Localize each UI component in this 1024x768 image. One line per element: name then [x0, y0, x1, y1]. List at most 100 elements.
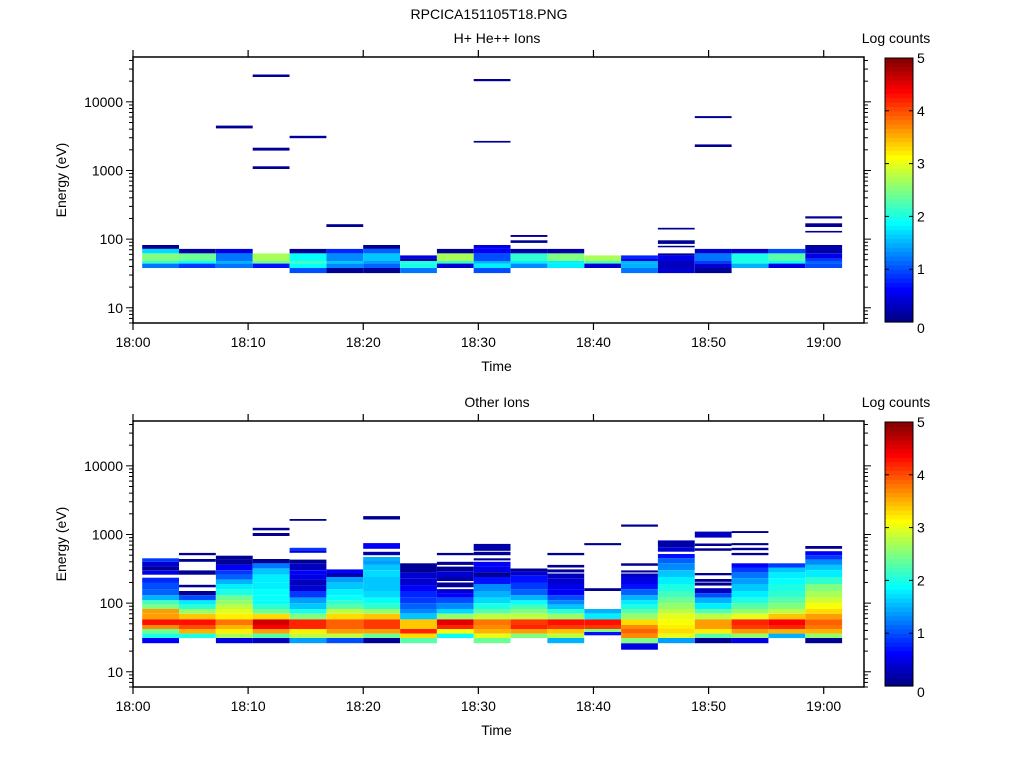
heatmap-cell [621, 261, 658, 264]
heatmap-cell [363, 633, 400, 639]
heatmap-cell [142, 577, 179, 583]
colorbar-swatch [885, 593, 913, 599]
heatmap-cell [547, 625, 585, 629]
heatmap-cell [289, 253, 327, 261]
heatmap-cell [657, 261, 695, 268]
colorbar-swatch [885, 426, 913, 432]
colorbar-swatch [885, 119, 913, 125]
heatmap-cell [289, 591, 327, 598]
colorbar-swatch [885, 181, 913, 187]
colorbar-swatch [885, 106, 913, 112]
heatmap-cells [142, 516, 843, 650]
heatmap-cell [657, 268, 695, 274]
heatmap-cell [289, 629, 327, 634]
heatmap-cell [694, 144, 732, 147]
heatmap-cell [400, 567, 437, 573]
x-tick-label: 18:10 [231, 334, 266, 350]
heatmap-cell [289, 547, 327, 551]
heatmap-cell [252, 147, 290, 151]
colorbar-swatch [885, 677, 913, 683]
heatmap-cell [731, 547, 769, 551]
heatmap-cell [252, 533, 290, 536]
heatmap-cell [547, 263, 585, 268]
x-tick-label: 18:30 [461, 698, 496, 714]
heatmap-cell [547, 261, 585, 264]
heatmap-cell [584, 261, 622, 264]
x-tick-label: 18:20 [346, 334, 381, 350]
heatmap-cell [473, 597, 511, 604]
heatmap-cell [436, 261, 474, 264]
heatmap-cell [510, 240, 548, 243]
colorbar-swatch [885, 150, 913, 156]
heatmap-cell [326, 248, 364, 254]
heatmap-cell [215, 609, 253, 614]
colorbar-swatch [885, 624, 913, 630]
heatmap-cell [731, 584, 769, 591]
heatmap-cell [400, 638, 437, 644]
heatmap-cell [473, 543, 511, 551]
heatmap-cell [547, 248, 585, 254]
heatmap-cell [621, 570, 658, 573]
colorbar-swatch [885, 256, 913, 261]
heatmap-cell [289, 135, 327, 139]
heatmap-cell [326, 629, 364, 634]
colorbar-swatch [885, 532, 913, 537]
heatmap-cell [436, 589, 474, 594]
heatmap-cell [694, 116, 732, 119]
heatmap-cell [731, 597, 769, 604]
heatmap-cell [731, 531, 769, 533]
heatmap-cell [473, 603, 511, 609]
colorbar-swatch [885, 269, 913, 275]
heatmap-cell [694, 633, 732, 639]
colorbar-swatch [885, 238, 913, 244]
colorbar-swatch [885, 97, 913, 103]
colorbar-swatch [885, 300, 913, 305]
heatmap-cell [326, 595, 364, 601]
heatmap-cell [436, 253, 474, 261]
heatmap-cells [142, 74, 843, 274]
heatmap-cell [510, 609, 548, 614]
heatmap-cell [252, 629, 290, 634]
colorbar-swatch [885, 62, 913, 68]
colorbar-swatch [885, 501, 913, 507]
heatmap-cell [547, 638, 585, 644]
colorbar-swatch [885, 527, 913, 533]
heatmap-cell [805, 591, 843, 598]
heatmap-cell [252, 625, 290, 629]
colorbar-label: Log counts [862, 394, 931, 410]
heatmap-cell [215, 248, 253, 254]
heatmap-cell [252, 261, 290, 264]
heatmap-cell [400, 585, 437, 591]
heatmap-cell [326, 600, 364, 605]
heatmap-cell [142, 582, 179, 590]
heatmap-cell [657, 625, 695, 629]
heatmap-cell [179, 619, 216, 625]
colorbar-swatch [885, 84, 913, 90]
heatmap-cell [547, 604, 585, 610]
colorbar-swatch [885, 492, 913, 498]
heatmap-cell [510, 253, 548, 261]
heatmap-cell [621, 577, 658, 584]
heatmap-cell [510, 604, 548, 610]
colorbar-swatch [885, 264, 913, 270]
colorbar-swatch [885, 488, 913, 493]
heatmap-cell [436, 603, 474, 609]
colorbar-swatch [885, 137, 913, 143]
heatmap-cell [473, 79, 511, 82]
heatmap-cell [657, 253, 695, 256]
heatmap-cell [657, 577, 695, 584]
heatmap-cell [694, 263, 732, 268]
colorbar-swatch [885, 313, 913, 319]
heatmap-cell [289, 550, 327, 553]
heatmap-cell [510, 568, 548, 572]
colorbar-swatch [885, 615, 913, 621]
x-tick-label: 18:20 [346, 698, 381, 714]
x-tick-label: 18:00 [115, 334, 150, 350]
heatmap-cell [621, 268, 658, 274]
colorbar-swatch [885, 567, 913, 573]
heatmap-cell [400, 258, 437, 261]
colorbar-swatch [885, 602, 913, 608]
heatmap-cell [584, 613, 622, 620]
heatmap-cell [400, 572, 437, 579]
heatmap-cell [289, 263, 327, 268]
